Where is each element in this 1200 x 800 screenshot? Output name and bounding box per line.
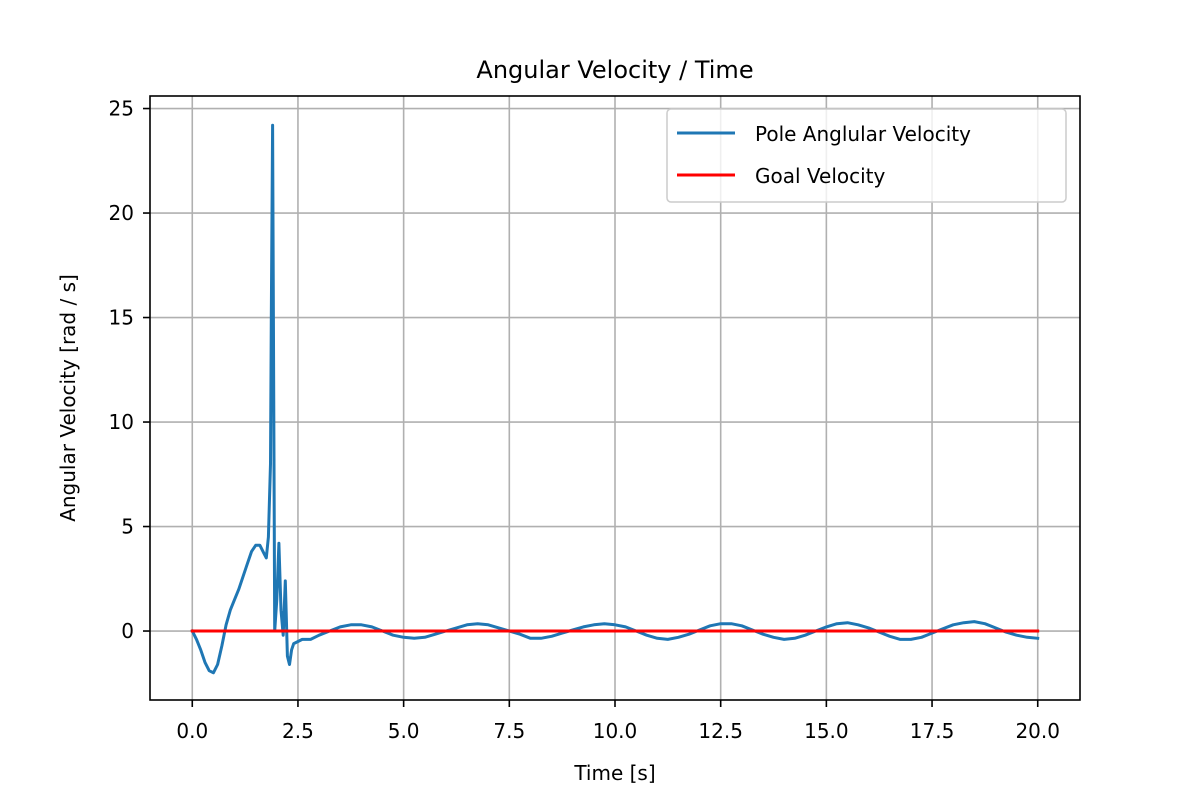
x-tick-label: 5.0 <box>388 719 420 743</box>
x-tick-label: 12.5 <box>698 719 743 743</box>
y-tick-label: 10 <box>109 410 134 434</box>
y-tick-label: 0 <box>121 619 134 643</box>
y-tick-label: 20 <box>109 201 134 225</box>
x-tick-label: 2.5 <box>282 719 314 743</box>
plot-area <box>190 123 1040 675</box>
y-tick-label: 15 <box>109 306 134 330</box>
legend: Pole Anglular Velocity Goal Velocity <box>666 108 1067 203</box>
legend-label-pole: Pole Anglular Velocity <box>755 122 971 146</box>
y-tick-label: 25 <box>109 97 134 121</box>
x-axis-label: Time [s] <box>573 761 655 785</box>
x-tick-label: 17.5 <box>910 719 955 743</box>
x-tick-label: 20.0 <box>1015 719 1060 743</box>
axis-ticks: 0.0 2.5 5.0 7.5 10.0 12.5 15.0 17.5 20.0 0 5 10 15 20… <box>109 97 1060 743</box>
legend-label-goal: Goal Velocity <box>755 164 886 188</box>
x-tick-label: 10.0 <box>593 719 638 743</box>
x-tick-label: 7.5 <box>493 719 525 743</box>
x-tick-label: 15.0 <box>804 719 849 743</box>
y-tick-label: 5 <box>121 515 134 539</box>
legend-box <box>666 108 1067 203</box>
series-line-pole <box>190 123 1040 675</box>
chart-title: Angular Velocity / Time <box>476 56 753 84</box>
x-tick-label: 0.0 <box>176 719 208 743</box>
y-axis-label: Angular Velocity [rad / s] <box>56 274 80 522</box>
